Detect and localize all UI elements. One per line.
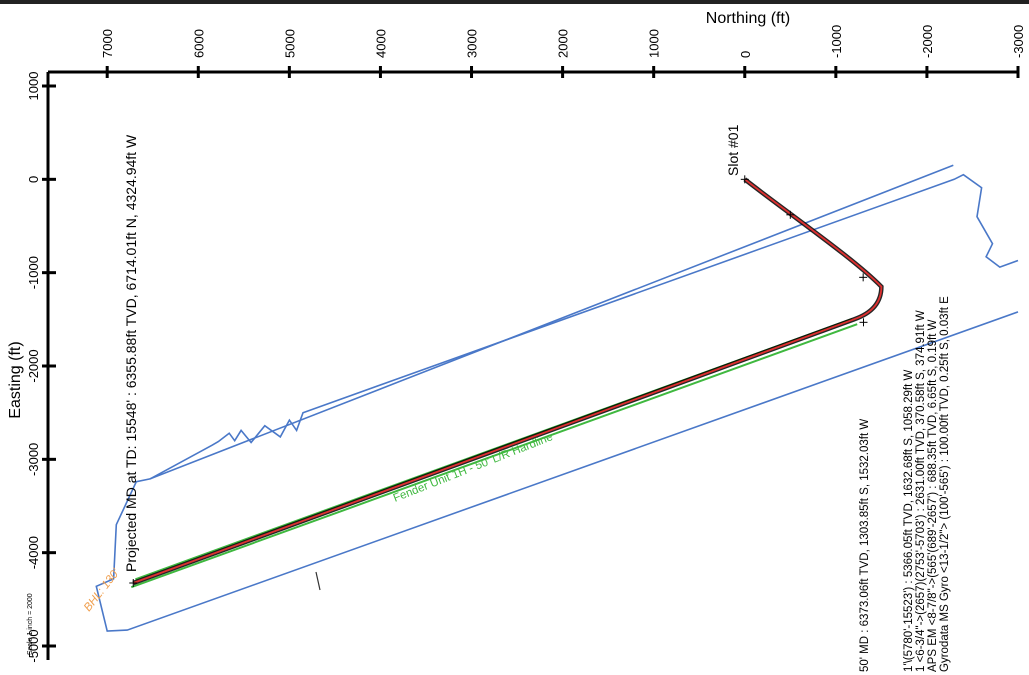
y-tick-label: -1000: [26, 256, 41, 289]
x-tick-label: -2000: [920, 25, 935, 58]
lease-boundary: [95, 164, 1019, 632]
y-tick-label: -5000: [26, 629, 41, 662]
lease-boundary-line: [95, 164, 1019, 632]
x-tick-label: 1000: [647, 29, 662, 58]
x-tick-label: 0: [738, 51, 753, 58]
stray-mark: [315, 571, 321, 591]
x-tick-label: 6000: [191, 29, 206, 58]
well-path-line: [132, 178, 883, 584]
survey-markers: [129, 175, 868, 587]
x-tick-label: 5000: [282, 29, 297, 58]
y-tick-label: -3000: [26, 443, 41, 476]
scale-label: Scale 1 inch = 2000: [27, 593, 34, 655]
survey-line-1: 1'\(5780'-15523') : 5366.05ft TVD, 1632.…: [903, 369, 915, 672]
x-axis-title: Northing (ft): [706, 10, 790, 27]
survey-program-labels: 1'\(5780'-15523') : 5366.05ft TVD, 1632.…: [903, 296, 951, 672]
lease-boundary-upper-line: [149, 173, 1019, 480]
landing-label: 50' MD : 6373.06ft TVD, 1303.85ft S, 153…: [859, 419, 871, 672]
x-tick-label: 7000: [100, 29, 115, 58]
y-tick-label: 1000: [26, 72, 41, 101]
hardline-right: [130, 323, 858, 589]
y-ticks: 1000 0 -1000 -2000 -3000 -4000 -5000: [26, 72, 56, 663]
hardline-label: Fender Unit 1H - 50' L/R Hardline: [392, 431, 555, 505]
y-axis-title: Easting (ft): [7, 341, 24, 418]
td-label: Projected MD at TD: 15548' : 6355.88ft T…: [123, 134, 139, 572]
well-path-shadow: [132, 177, 884, 586]
axes: 7000 6000 5000 4000 3000 2000 1000 0 -1000 -2000 -…: [26, 25, 1026, 663]
x-ticks: 7000 6000 5000 4000 3000 2000 1000 0 -1000 -2000 -…: [100, 25, 1026, 78]
top-frame-bar: [0, 0, 1029, 4]
survey-line-3: APS EM <8-7/8"->(565'(689'-2657') : 688.…: [927, 319, 939, 672]
survey-line-2: 1 <6-3/4"->(2657)(2753'-5703') : 2631.00…: [915, 310, 927, 672]
survey-line-4: Gyrodata MS Gyro <13-1/2"> (100'-565') :…: [939, 296, 951, 672]
bhl-label: BHL: 130': [82, 566, 123, 614]
x-tick-label: 2000: [556, 29, 571, 58]
x-tick-label: 4000: [373, 29, 388, 58]
y-tick-label: -2000: [26, 349, 41, 382]
well-path: [132, 177, 884, 586]
y-tick-label: -4000: [26, 536, 41, 569]
x-tick-label: -3000: [1011, 25, 1026, 58]
x-tick-label: 3000: [465, 29, 480, 58]
slot-label: Slot #01: [725, 124, 741, 176]
y-tick-label: 0: [26, 176, 41, 183]
x-tick-label: -1000: [829, 25, 844, 58]
